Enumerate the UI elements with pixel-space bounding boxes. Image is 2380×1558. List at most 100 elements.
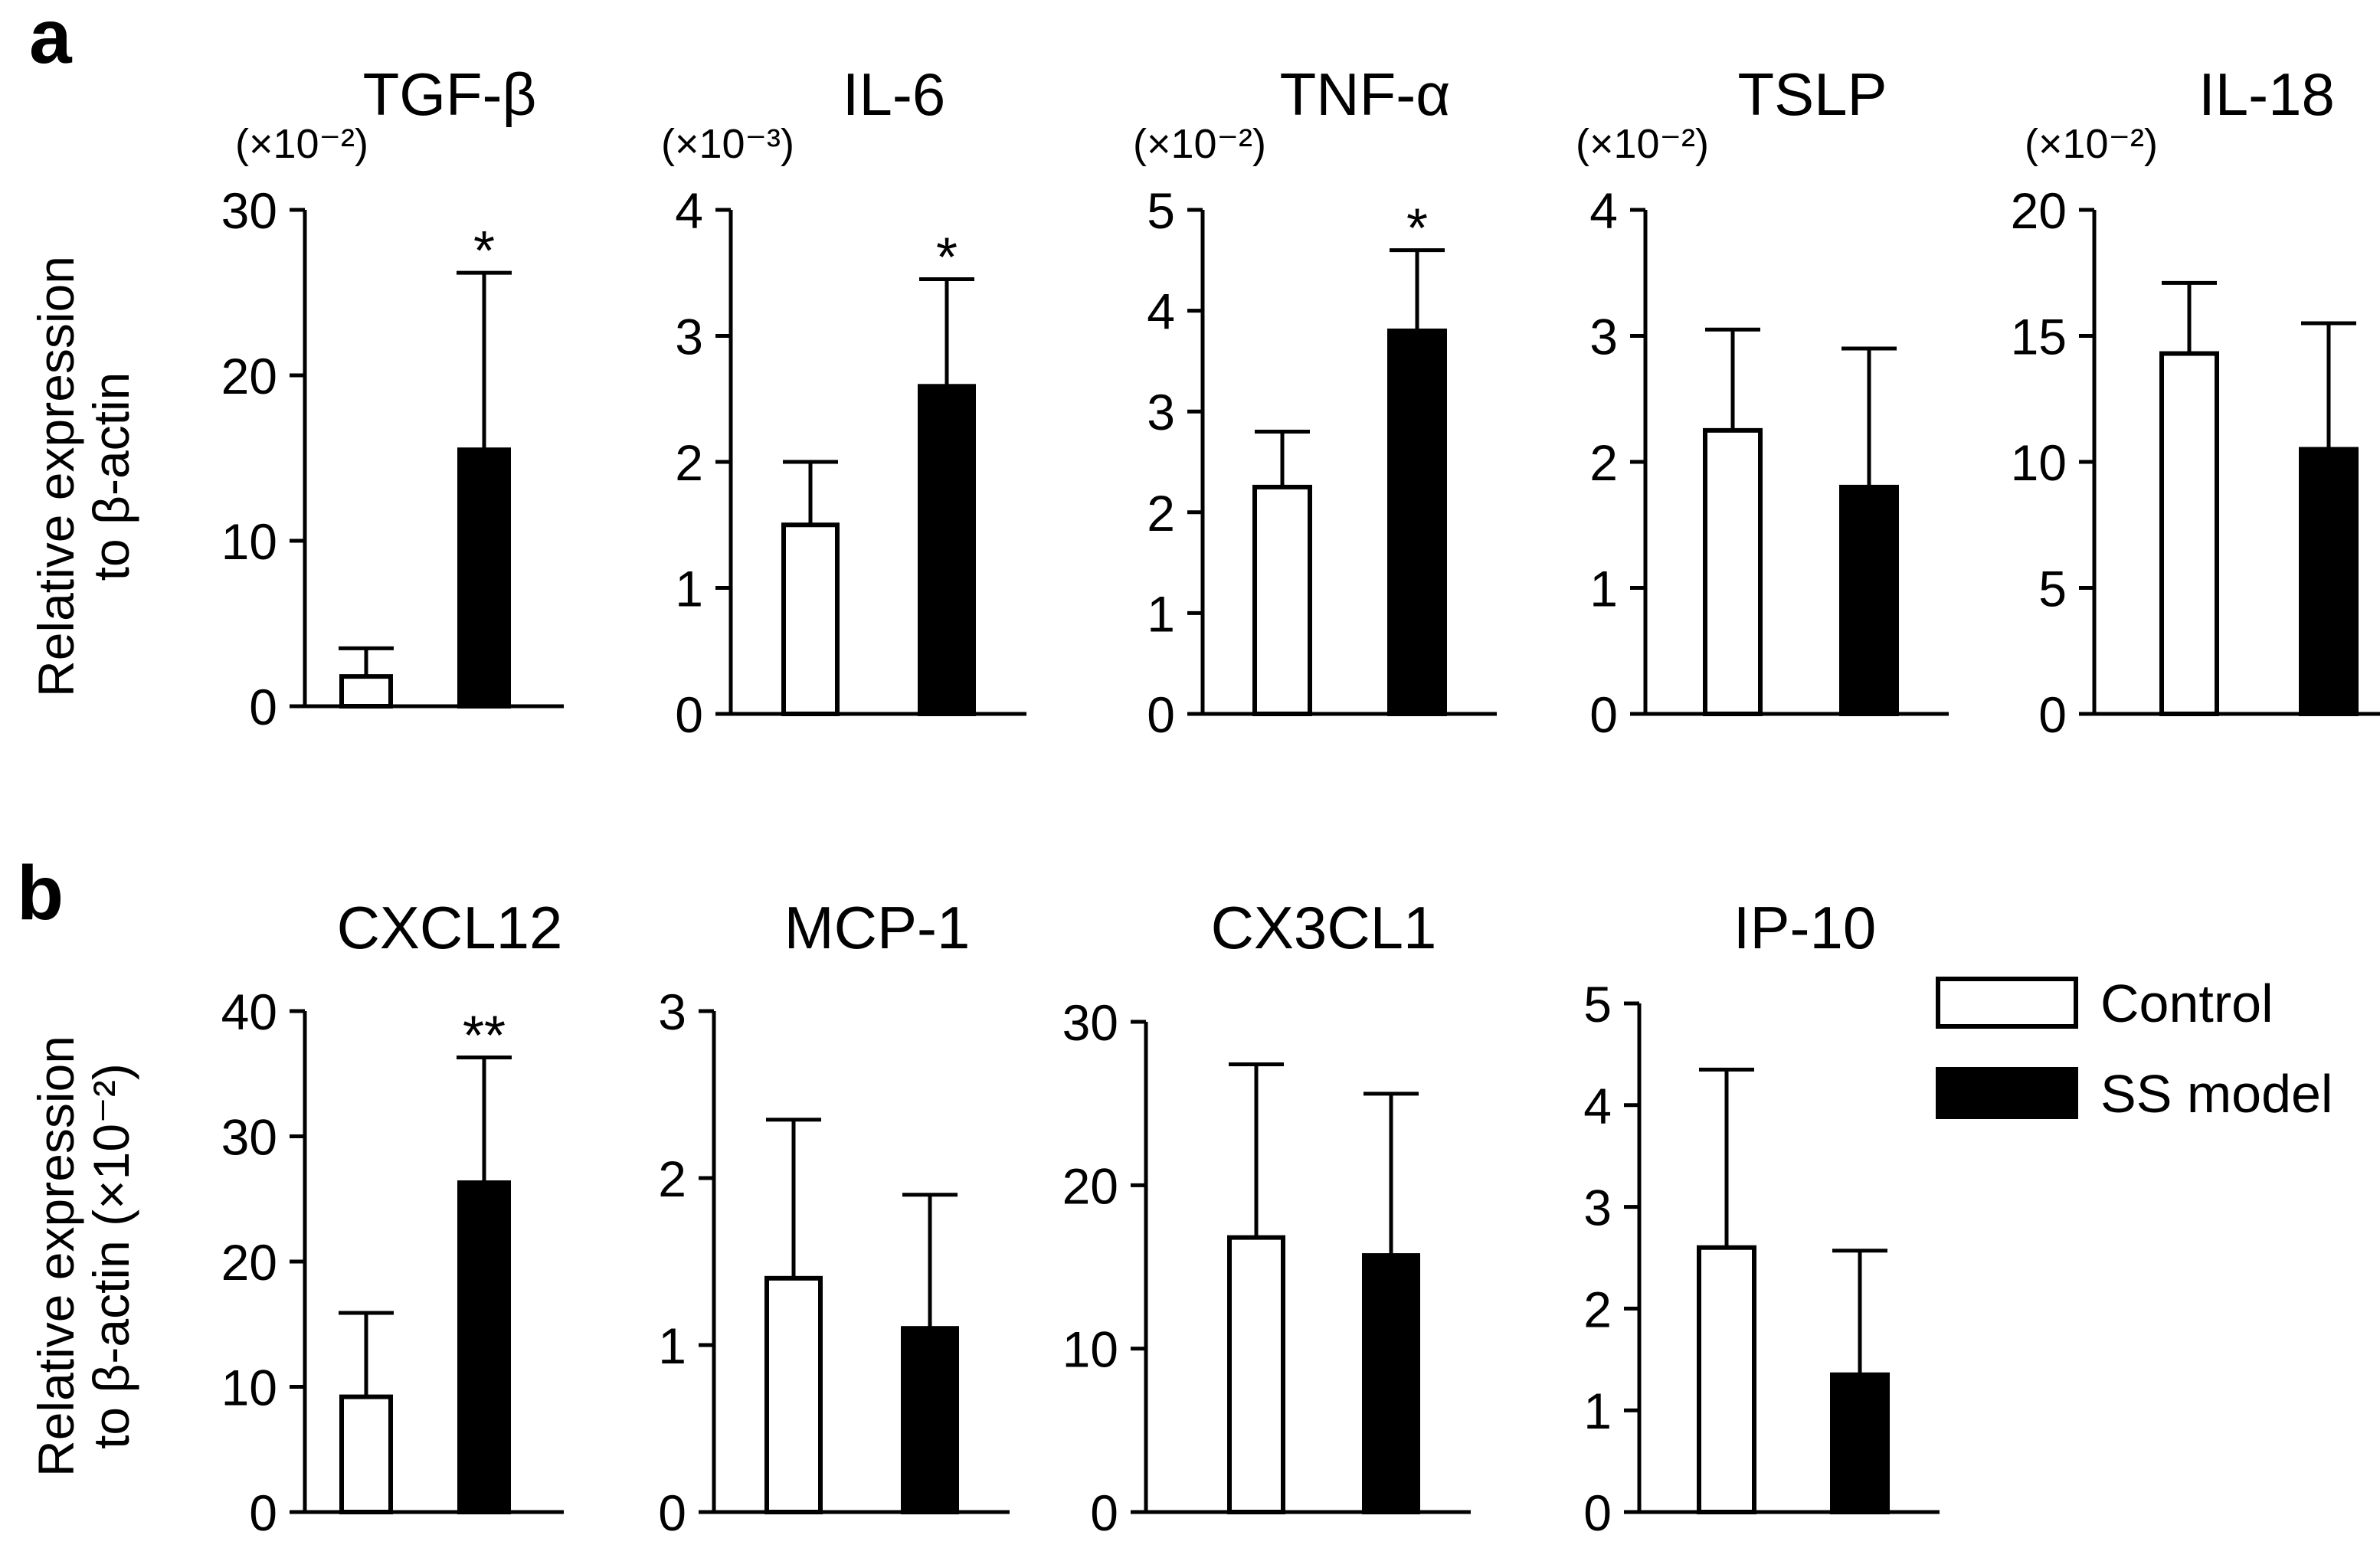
chart-title: TNF-α	[1280, 61, 1451, 128]
y-tick-label: 10	[2011, 434, 2067, 491]
y-tick-label: 4	[1583, 1078, 1612, 1134]
charts-layer: TGF-β(×10⁻²)0102030*IL-6(×10⁻³)01234*TNF…	[221, 61, 2380, 1541]
chart-mcp-1-6: MCP-1 0 1 2 3	[658, 894, 1010, 1541]
bar-ss-model	[1839, 484, 1899, 717]
chart-cx3cl1-7: CX3CL1 0 10 20 30	[1062, 894, 1471, 1541]
bar-ss-model	[457, 1180, 511, 1514]
y-tick-label: 0	[1147, 686, 1175, 743]
bar-control	[764, 1275, 823, 1515]
chart-tslp-3: TSLP (×10⁻²) 0 1 2 3 4	[1576, 61, 1949, 743]
chart-scale-label: (×10⁻²)	[1576, 121, 1709, 167]
chart-ip-10-8: IP-10 0 1 2 3 4 5	[1583, 894, 1940, 1541]
y-tick-label: 4	[675, 182, 703, 239]
y-tick-label: 20	[1062, 1157, 1118, 1214]
bar-control	[339, 1394, 393, 1514]
y-tick-label: 20	[2011, 182, 2067, 239]
y-tick-label: 0	[1589, 686, 1618, 743]
y-tick-label: 4	[1147, 283, 1175, 340]
chart-scale-label: (×10⁻²)	[2025, 121, 2158, 167]
y-tick-label: 0	[249, 679, 277, 735]
y-tick-label: 30	[221, 182, 277, 239]
chart-scale-label: (×10⁻²)	[1133, 121, 1266, 167]
y-tick-label: 0	[2038, 686, 2067, 743]
panel-a-ylabel-line2: to β-actin	[83, 372, 139, 581]
bar-ss-model	[457, 447, 511, 709]
chart-title: MCP-1	[784, 894, 971, 961]
bar-control	[1697, 1245, 1756, 1514]
y-tick-label: 20	[221, 1234, 277, 1291]
y-tick-label: 20	[221, 348, 277, 404]
y-tick-label: 10	[221, 513, 277, 570]
panel-b-ylabel-line2: to β-actin (×10⁻²)	[83, 1063, 139, 1449]
panel-a-letter: a	[29, 0, 73, 80]
y-tick-label: 3	[675, 309, 703, 365]
y-tick-label: 2	[675, 434, 703, 491]
y-tick-label: 15	[2011, 309, 2067, 365]
y-tick-label: 3	[1589, 309, 1618, 365]
y-tick-label: 3	[1147, 384, 1175, 440]
significance-marker: *	[1406, 198, 1428, 260]
bar-control	[1227, 1235, 1285, 1514]
y-tick-label: 0	[249, 1484, 277, 1541]
y-tick-label: 3	[658, 984, 686, 1040]
significance-marker: **	[463, 1005, 506, 1066]
bar-ss-model	[918, 384, 976, 716]
y-tick-label: 2	[1583, 1281, 1612, 1337]
bar-control	[339, 674, 393, 709]
panel-a-ylabel-line1: Relative expression	[28, 256, 84, 697]
y-tick-label: 40	[221, 984, 277, 1040]
y-tick-label: 0	[1090, 1484, 1118, 1541]
bar-ss-model	[1387, 328, 1447, 716]
y-tick-label: 5	[1583, 976, 1612, 1033]
legend-ss-model-label: SS model	[2100, 1064, 2333, 1124]
bar-ss-model	[2299, 447, 2359, 716]
legend-ss-model-swatch	[1936, 1067, 2078, 1119]
chart-title: CXCL12	[337, 894, 563, 961]
y-tick-label: 4	[1589, 182, 1618, 239]
chart-cxcl12-5: CXCL12 0 10 20 30 40 **	[221, 894, 564, 1541]
chart-scale-label: (×10⁻²)	[235, 121, 368, 167]
y-tick-label: 2	[1589, 434, 1618, 491]
chart-il-18-4: IL-18 (×10⁻²) 0 5 10 15 20	[2011, 61, 2380, 743]
chart-title: TSLP	[1737, 61, 1887, 128]
chart-tgf-0: TGF-β(×10⁻²) 0 10 20 30 *	[221, 61, 564, 735]
panel-b-ylabel-line1: Relative expression	[28, 1036, 84, 1477]
chart-title: IL-6	[843, 61, 945, 128]
chart-title: CX3CL1	[1211, 894, 1437, 961]
legend-control-label: Control	[2100, 974, 2274, 1033]
panel-b-letter: b	[17, 850, 64, 936]
significance-marker: *	[936, 227, 958, 288]
y-tick-label: 1	[658, 1317, 686, 1374]
chart-title: TGF-β	[363, 61, 537, 128]
chart-title: IP-10	[1733, 894, 1876, 961]
y-tick-label: 0	[1583, 1484, 1612, 1541]
chart-scale-label: (×10⁻³)	[661, 121, 794, 167]
y-tick-label: 0	[675, 686, 703, 743]
legend-control-swatch	[1936, 977, 2078, 1029]
y-tick-label: 30	[221, 1109, 277, 1166]
bar-control	[1252, 484, 1312, 717]
bar-ss-model	[1830, 1372, 1890, 1514]
bar-ss-model	[1362, 1253, 1420, 1514]
y-tick-label: 1	[1583, 1383, 1612, 1439]
bar-control	[1703, 427, 1763, 716]
bar-control	[2159, 351, 2219, 716]
y-tick-label: 1	[1147, 585, 1175, 642]
y-tick-label: 0	[658, 1484, 686, 1541]
y-tick-label: 10	[221, 1360, 277, 1416]
chart-title: IL-18	[2198, 61, 2335, 128]
chart-il-6-1: IL-6 (×10⁻³) 0 1 2 3 4 *	[661, 61, 1026, 743]
y-tick-label: 30	[1062, 994, 1118, 1051]
y-tick-label: 1	[675, 561, 703, 617]
bar-control	[781, 522, 840, 716]
y-tick-label: 5	[2038, 561, 2067, 617]
y-tick-label: 2	[658, 1150, 686, 1207]
chart-tnf-2: TNF-α (×10⁻²) 0 1 2 3 4 5 *	[1133, 61, 1497, 743]
bar-ss-model	[901, 1326, 959, 1514]
y-tick-label: 2	[1147, 485, 1175, 542]
y-tick-label: 5	[1147, 182, 1175, 239]
y-tick-label: 10	[1062, 1321, 1118, 1378]
y-tick-label: 1	[1589, 561, 1618, 617]
y-tick-label: 3	[1583, 1180, 1612, 1236]
